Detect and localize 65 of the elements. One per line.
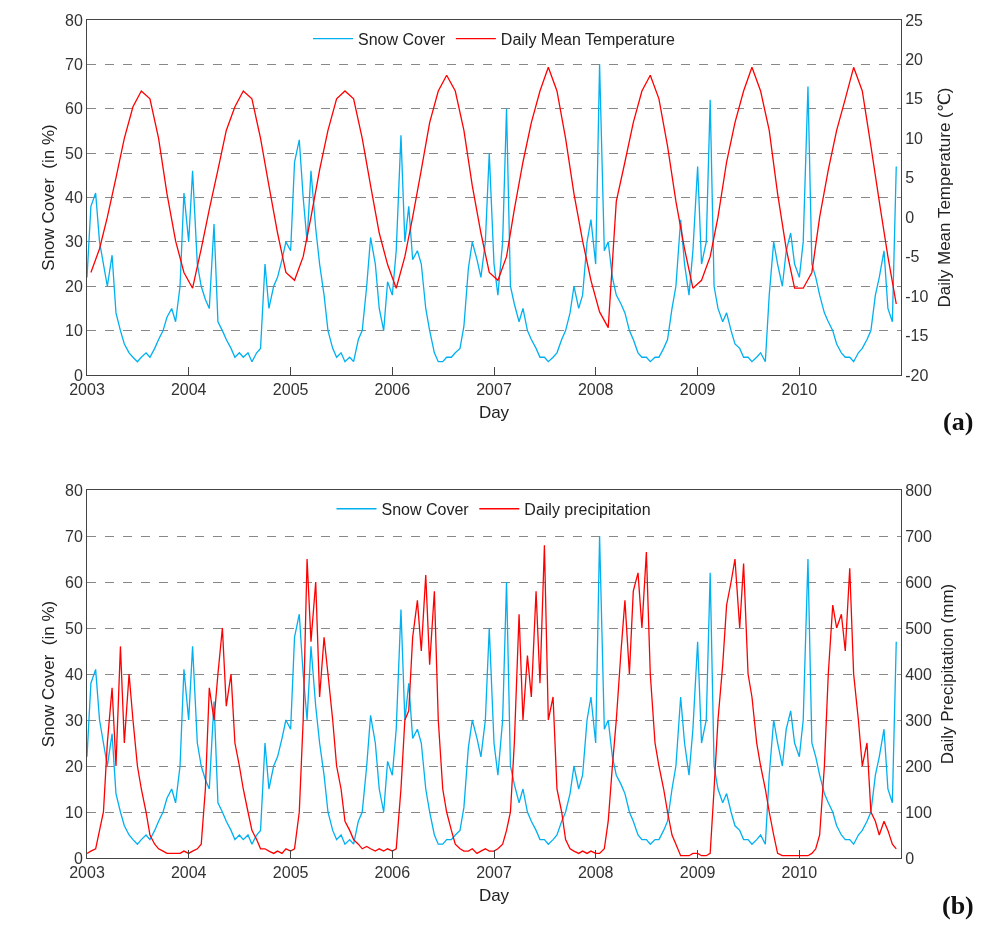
x-axis-title: Day <box>478 885 510 905</box>
x-tick-label: 2004 <box>170 381 207 399</box>
y-tick-label: 80 <box>65 481 83 499</box>
y-tick-label: 10 <box>65 322 83 340</box>
y-tick-label: 0 <box>73 849 83 867</box>
x-tick-label: 2010 <box>781 381 818 399</box>
y2-tick-label: -10 <box>905 287 929 305</box>
x-tick-label: 2003 <box>69 381 105 399</box>
x-tick-label: 2006 <box>374 381 411 399</box>
legend-label: Daily precipitation <box>524 500 651 518</box>
y-tick-label: 30 <box>65 233 83 251</box>
x-tick-label: 2009 <box>679 864 716 882</box>
text: (a) <box>943 407 974 436</box>
x-tick-label: 2003 <box>69 864 105 882</box>
y2-tick-label: 0 <box>905 208 915 226</box>
y-tick-label: 40 <box>65 665 83 683</box>
x-tick-label: 2005 <box>272 381 309 399</box>
y2-tick-label: 15 <box>905 90 924 108</box>
y2-tick-label: 300 <box>905 711 932 729</box>
y-tick-label: 0 <box>73 366 83 384</box>
y-tick-label: 60 <box>65 573 83 591</box>
legend-label: Snow Cover <box>381 500 470 518</box>
y-axis-title: Snow Cover (in %) <box>38 124 58 271</box>
x-tick-label: 2007 <box>476 381 512 399</box>
x-tick-label: 2007 <box>476 864 512 882</box>
y-tick-label: 10 <box>65 803 83 821</box>
x-tick-label: 2006 <box>374 864 411 882</box>
y-tick-label: 70 <box>65 55 83 73</box>
y2-tick-label: 0 <box>905 849 915 867</box>
y-tick-label: 50 <box>65 144 83 162</box>
x-tick-label: 2010 <box>781 864 818 882</box>
y-tick-label: 80 <box>65 11 83 29</box>
y2-tick-label: -20 <box>905 366 929 384</box>
y2-tick-label: 500 <box>905 619 932 637</box>
y2-tick-label: -15 <box>905 327 929 345</box>
y-tick-label: 20 <box>65 277 83 295</box>
x-tick-label: 2009 <box>679 381 716 399</box>
y2-tick-label: 200 <box>905 757 932 775</box>
y-axis-title: Snow Cover (in %) <box>38 600 58 748</box>
y-tick-label: 50 <box>65 619 83 637</box>
y-tick-label: 70 <box>65 527 83 545</box>
y2-axis-title: Daily Precipitation (mm) <box>938 583 958 765</box>
y2-tick-label: 5 <box>905 169 915 187</box>
y-tick-label: 20 <box>65 757 83 775</box>
y-tick-label: 60 <box>65 100 83 118</box>
y2-tick-label: -5 <box>905 248 920 266</box>
x-tick-label: 2004 <box>170 864 207 882</box>
y2-tick-label: 20 <box>905 51 924 69</box>
x-tick-label: 2008 <box>577 381 614 399</box>
x-tick-label: 2005 <box>272 864 309 882</box>
y2-tick-label: 10 <box>905 129 924 147</box>
y2-axis-title: Daily Mean Temperature (℃) <box>934 87 954 308</box>
y2-tick-label: 400 <box>905 665 932 683</box>
x-tick-label: 2008 <box>577 864 614 882</box>
y2-tick-label: 700 <box>905 527 932 545</box>
y2-tick-label: 800 <box>905 481 932 499</box>
legend-label: Snow Cover <box>358 30 446 48</box>
y-tick-label: 30 <box>65 711 83 729</box>
legend-label: Daily Mean Temperature <box>500 30 675 48</box>
y-tick-label: 40 <box>65 189 83 207</box>
x-axis-title: Day <box>478 402 510 422</box>
y2-tick-label: 100 <box>905 803 932 821</box>
text: (b) <box>942 891 974 920</box>
y2-tick-label: 600 <box>905 573 932 591</box>
y2-tick-label: 25 <box>905 11 924 29</box>
